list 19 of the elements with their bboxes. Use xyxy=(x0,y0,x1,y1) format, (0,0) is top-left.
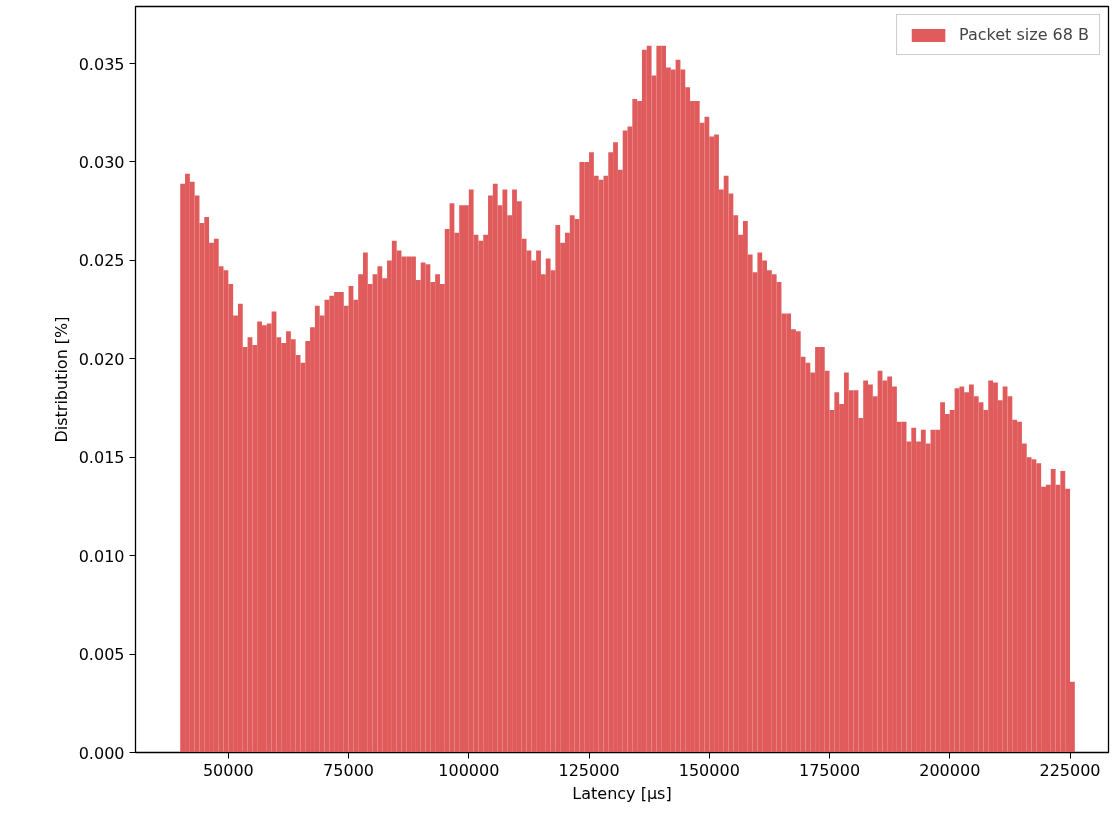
y-tick-label: 0.020 xyxy=(78,349,125,369)
legend-label: Packet size 68 B xyxy=(959,25,1089,44)
x-axis-title: Latency [µs] xyxy=(572,783,672,803)
x-tick-label: 225000 xyxy=(1039,760,1101,780)
x-tick-label: 175000 xyxy=(799,760,861,780)
y-tick-label: 0.030 xyxy=(78,153,125,172)
y-tick-label: 0.035 xyxy=(78,54,125,74)
y-tick-label: 0.005 xyxy=(78,645,125,665)
y-tick-label: 0.010 xyxy=(78,546,125,566)
x-tick-label: 125000 xyxy=(558,760,620,780)
y-tick-label: 0.015 xyxy=(78,448,125,468)
x-tick-label: 75000 xyxy=(323,760,375,780)
x-tick-label: 50000 xyxy=(202,760,254,780)
y-tick-label: 0.000 xyxy=(78,743,125,763)
x-tick-label: 150000 xyxy=(678,760,740,780)
x-tick-label: 200000 xyxy=(919,760,981,780)
y-axis-title: Distribution [%] xyxy=(51,316,71,443)
y-tick-label: 0.025 xyxy=(78,251,125,271)
x-tick-label: 100000 xyxy=(438,760,500,780)
